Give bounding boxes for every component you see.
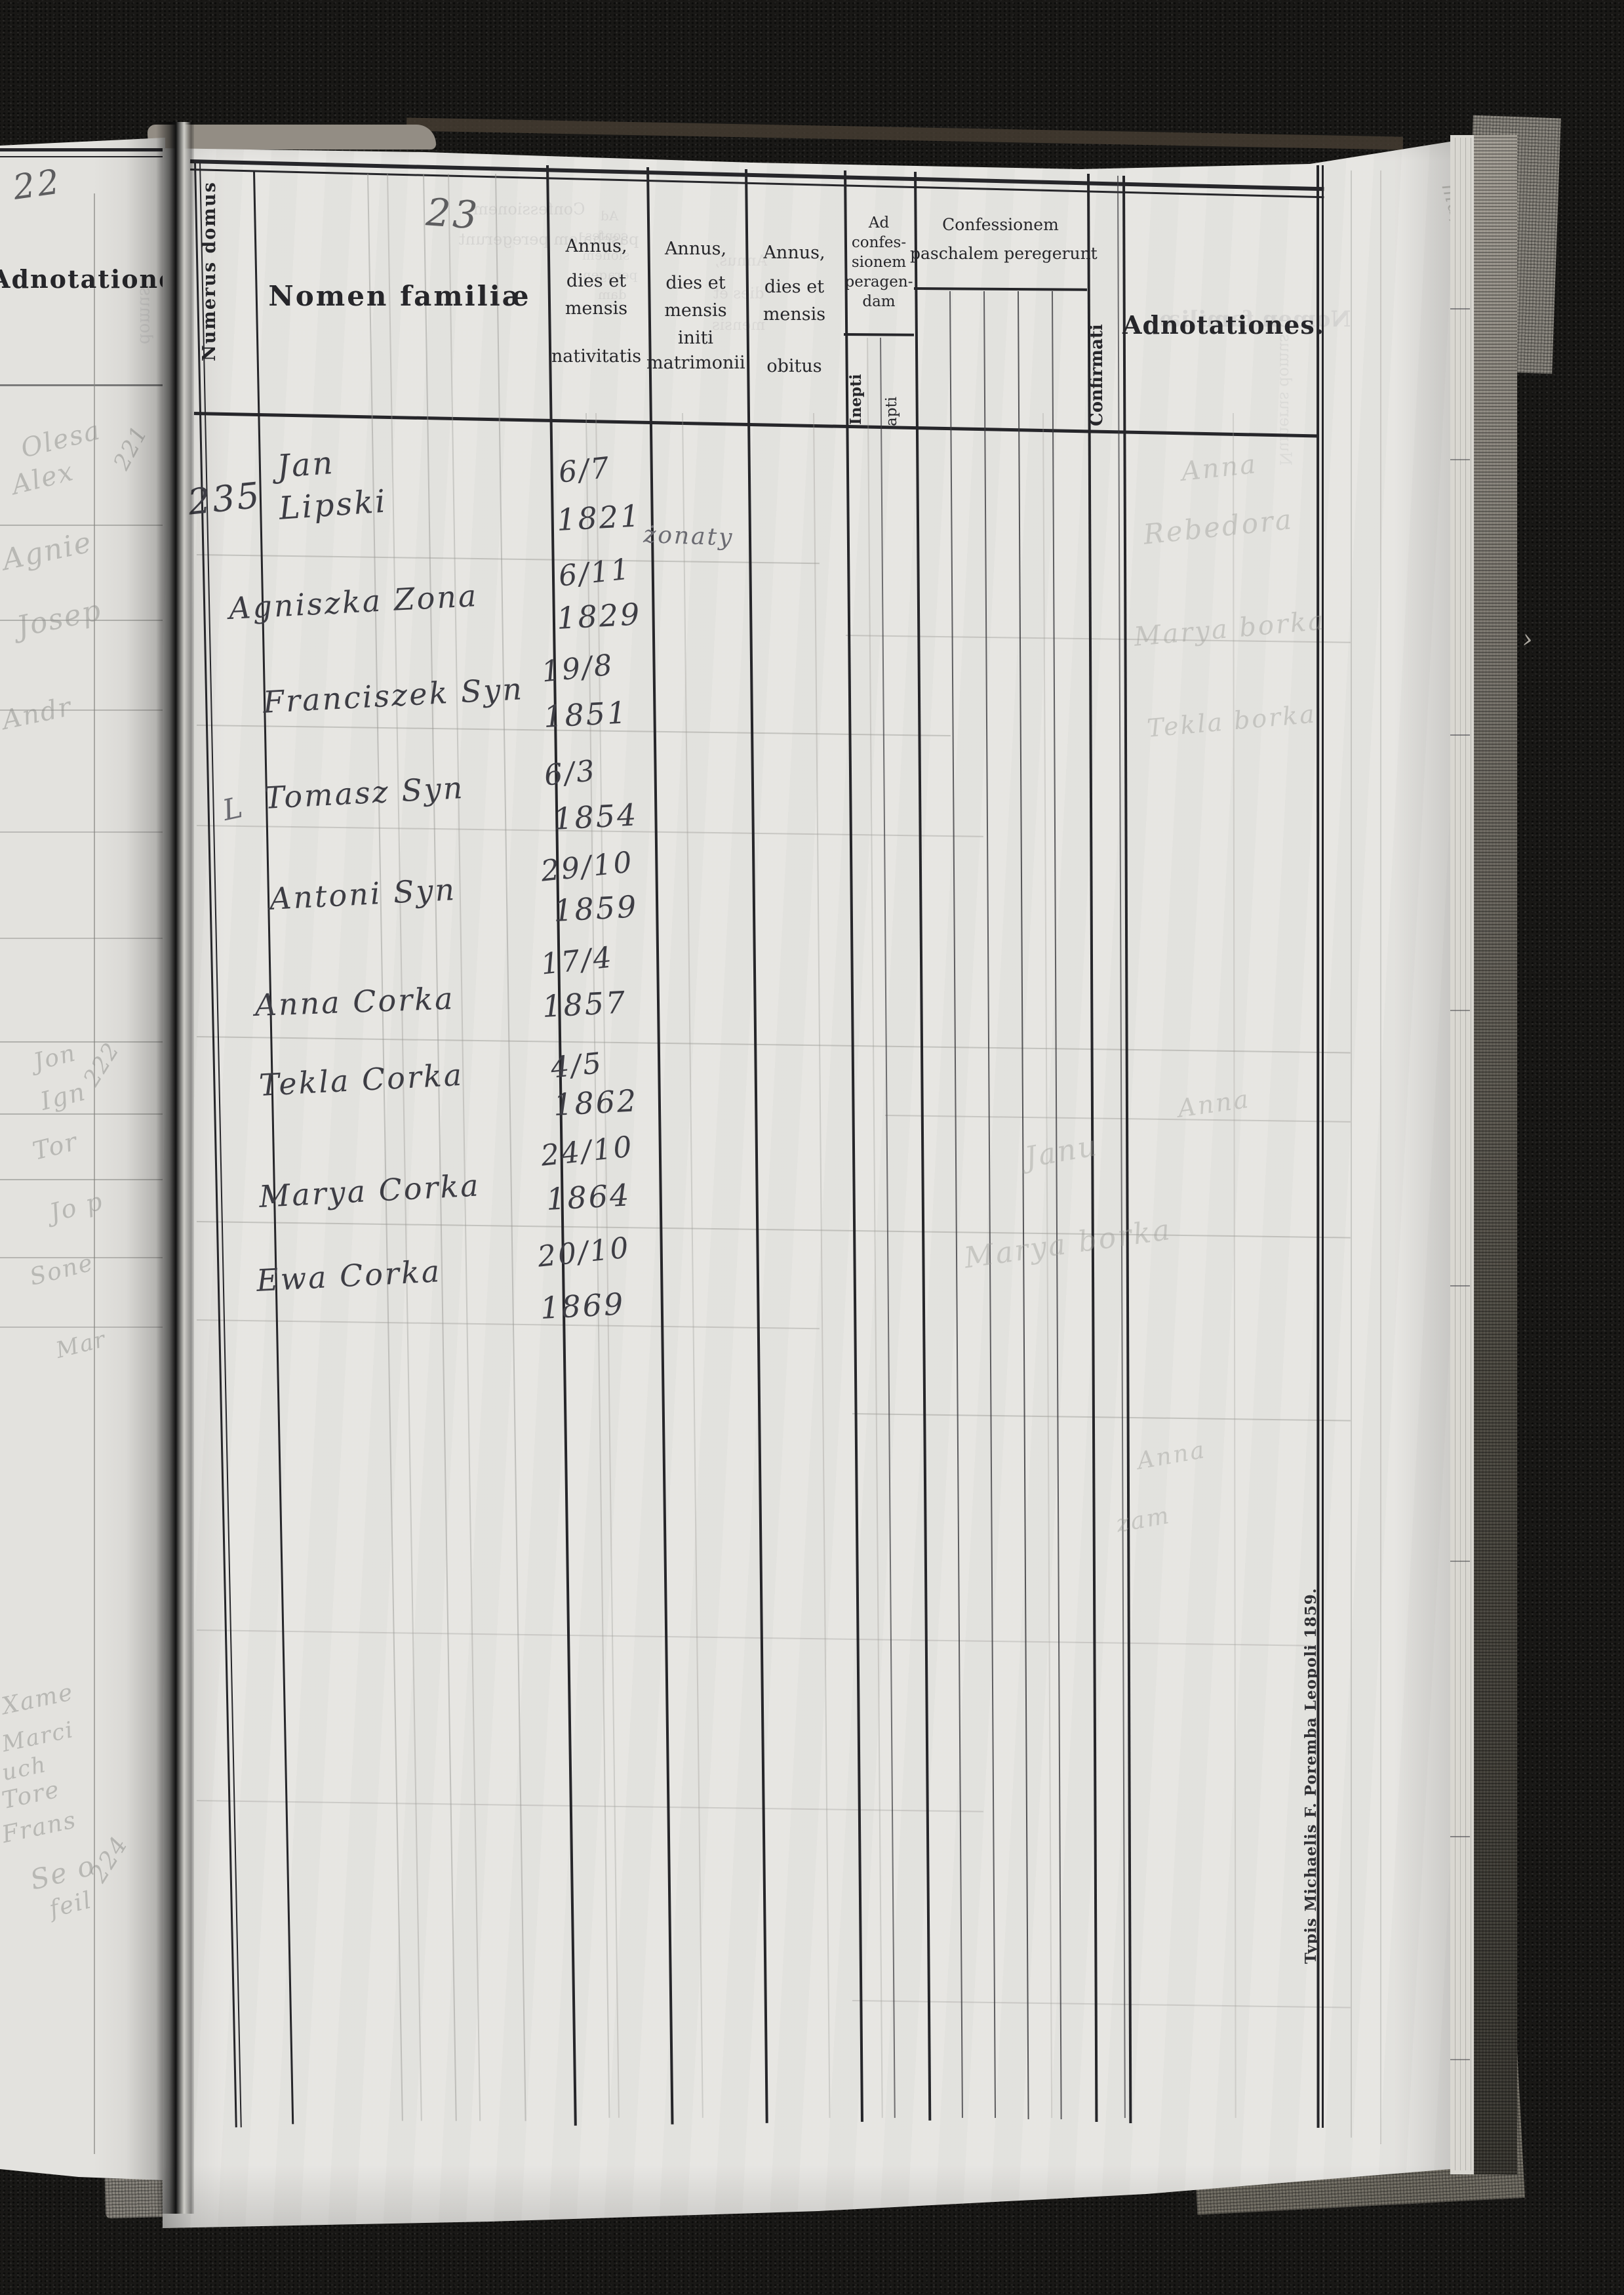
col-adconf-line: Ad [868,214,890,231]
record-birth-day: 17/4 [539,940,616,982]
mirror-confpasch: Confessionem [473,200,585,218]
col-confpasch-line: Confessionem [942,215,1059,234]
page-edge-streak [1465,138,1466,2170]
table-line-tick [1450,1561,1470,1562]
header-adnotationes: Adnotationes. [1122,310,1324,340]
table-line-tick [1450,1010,1470,1011]
record-birth-year: 1859 [552,888,639,928]
column-line [1351,170,1352,2138]
header-numerus-domus: Numerus domus [199,181,220,361]
column-line [1380,170,1381,2144]
table-line-tick [1450,734,1470,736]
foredge-binding-cloth [1474,135,1517,2174]
record-birth-year: 1821 [555,498,643,538]
right-page-number: 23 [424,190,482,238]
col-adconf-line: sionem [851,254,907,271]
rule-line [0,1041,163,1043]
rule-line [0,156,165,157]
column-line [1322,165,1324,2128]
printer-imprint: Typis Michaelis F. Poremba Leopoli 1859. [1302,1587,1320,1964]
record-birth-year: 1869 [539,1286,626,1326]
record-name: Lipski [277,483,389,527]
col-obitus-line: Annus, [763,243,825,263]
record-note: żonaty [643,521,735,551]
record-name: Antoni Syn [268,871,458,917]
rule-line [0,1257,163,1258]
col-nativitatis-line: dies et [566,271,627,291]
foredge-chevron-mark: › [1520,624,1535,655]
record-house-number: 235 [186,474,264,523]
col-obitus-line: obitus [766,356,822,376]
col-adconf-line: dam [862,293,896,310]
book-gutter [156,122,194,2214]
col-nativitatis-line: nativitatis [551,346,642,367]
header-inepti: Inepti [847,374,865,425]
record-birth-day: 6/3 [542,753,599,793]
rule-line [0,831,163,833]
record-name: Ewa Corka [255,1253,443,1298]
record-birth-year: 1864 [545,1177,632,1217]
rule-line [0,1327,163,1328]
record-birth-day: 6/11 [557,552,633,593]
col-obitus-line: mensis [762,304,826,325]
right-page-shading [163,142,1450,2228]
torn-paper-strip [148,125,436,150]
record-birth-year: 1862 [552,1083,639,1123]
col-nativitatis-line: mensis [564,298,628,319]
col-adconf-line: peragen- [844,273,913,290]
table-line-tick [1450,1285,1470,1287]
col-matrimonii-line: dies et [665,273,726,293]
rule-line [0,148,165,151]
col-confpasch-line: paschalem peregerunt [910,244,1098,263]
header-confirmati: Confirmati [1087,324,1107,426]
table-line-tick [1450,459,1470,460]
col-matrimonii-line: Annus, [664,239,727,259]
left-page-gutter-shadow [0,138,165,2180]
rule-line [0,620,163,621]
rule-line [0,1179,163,1180]
page-edge-streak [1455,138,1456,2170]
record-name: Anna Corka [254,980,456,1023]
record-birth-day: 19/8 [540,648,616,689]
rule-line [843,333,914,336]
col-adconf-line: confes- [851,234,907,251]
bleed-name: Anna [1179,449,1259,487]
rule-line [0,938,163,939]
mirror-adconf: Ad [601,208,619,224]
rule-line [0,525,163,526]
record-birth-day: 4/5 [549,1046,605,1085]
col-nativitatis-line: Annus, [565,236,627,256]
rule-line [0,384,164,386]
table-line-tick [1450,308,1470,309]
header-nomen-familiae: Nomen familiæ [268,280,531,312]
record-birth-year: 1851 [542,694,629,734]
page-edge-streak [1460,138,1461,2170]
foredge-page-stack [1450,135,1474,2174]
table-line-tick [1450,2059,1470,2060]
record-birth-year: 1854 [552,797,639,837]
rule-line [0,1113,163,1115]
table-line-tick [1450,1836,1470,1837]
col-matrimonii-line: mensis [664,300,727,321]
record-birth-day: 6/7 [557,450,613,490]
column-line [94,193,95,2154]
left-adnotationes-header: Adnotationes. [0,266,165,292]
cover-edge-top [406,117,1404,150]
rule-line [0,709,163,711]
record-name: Jan [275,444,336,485]
col-matrimonii-line: matrimonii [646,353,745,373]
col-obitus-line: dies et [764,277,825,297]
record-birth-year: 1829 [555,596,643,636]
col-matrimonii-line: initi [677,328,714,348]
record-birth-year: 1857 [541,984,628,1024]
header-apti: apti [883,396,900,426]
